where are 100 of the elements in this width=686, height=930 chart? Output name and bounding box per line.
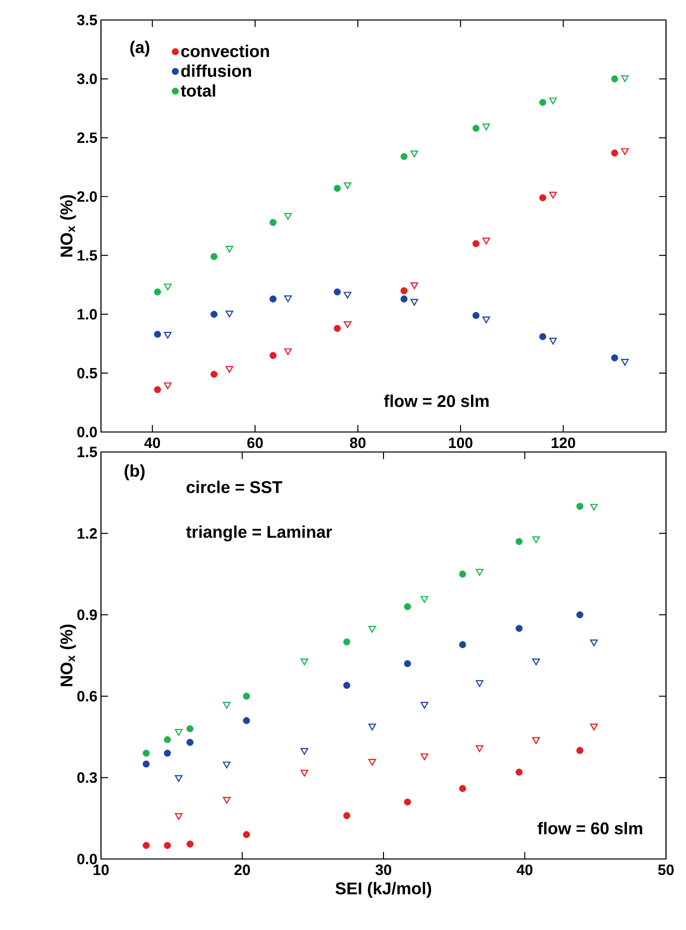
point xyxy=(576,502,584,510)
point xyxy=(300,770,308,777)
point xyxy=(186,738,194,746)
point xyxy=(590,639,598,646)
point xyxy=(516,624,523,632)
y-tick-label: 0.6 xyxy=(77,690,97,702)
point xyxy=(368,758,376,766)
point xyxy=(420,702,428,709)
point xyxy=(284,295,292,302)
point xyxy=(226,366,234,373)
point xyxy=(344,292,352,299)
point xyxy=(226,246,234,253)
point xyxy=(539,194,546,202)
point xyxy=(174,813,183,820)
point xyxy=(154,386,161,394)
point xyxy=(210,253,218,260)
y-tick-label: 0.0 xyxy=(77,854,97,864)
point xyxy=(611,354,618,362)
point xyxy=(420,596,428,603)
point xyxy=(404,660,412,668)
point xyxy=(539,333,546,340)
y-tick-label: 3.0 xyxy=(77,74,97,84)
point xyxy=(210,370,218,378)
x-tick-label: 20 xyxy=(234,864,250,876)
annotation: (a) xyxy=(130,40,150,57)
point xyxy=(174,729,183,736)
point xyxy=(621,75,629,82)
point xyxy=(334,324,341,332)
point xyxy=(549,98,557,104)
legend-label: diffusion xyxy=(181,64,252,77)
x-tick-label: 100 xyxy=(449,438,472,448)
x-tick-label: 50 xyxy=(658,864,674,876)
x-tick-label: 30 xyxy=(376,864,392,876)
point xyxy=(270,295,277,302)
point xyxy=(284,212,292,220)
y-axis-title: NO$_{x}$ (%) xyxy=(60,624,76,686)
point xyxy=(516,538,523,546)
point xyxy=(344,321,352,328)
y-tick-label: 2.5 xyxy=(77,132,98,143)
annotation: flow = 20 slm xyxy=(384,394,489,408)
point xyxy=(284,348,292,356)
y-tick-label: 1.5 xyxy=(78,250,98,261)
point xyxy=(516,768,523,776)
point xyxy=(343,812,350,820)
point xyxy=(222,702,231,709)
y-tick-label: 1.5 xyxy=(78,446,98,458)
y-tick-label: 0.0 xyxy=(77,426,97,438)
point xyxy=(343,682,350,689)
x-axis-title: SEI (kJ/mol) xyxy=(336,882,432,898)
point xyxy=(482,316,490,324)
x-tick-label: 120 xyxy=(552,438,576,448)
y-tick-label: 2.0 xyxy=(77,191,97,202)
point xyxy=(532,737,540,744)
legend-label: convection xyxy=(181,44,269,58)
point xyxy=(590,724,598,730)
point xyxy=(222,762,231,768)
point xyxy=(400,287,408,294)
y-tick-label: 0.3 xyxy=(77,772,97,783)
point xyxy=(611,150,618,157)
point xyxy=(142,750,150,757)
legend-label: total xyxy=(180,84,216,97)
point xyxy=(270,218,277,226)
point xyxy=(242,692,250,700)
point xyxy=(590,504,598,511)
point xyxy=(472,124,480,132)
point xyxy=(576,611,584,618)
annotation: flow = 60 slm xyxy=(538,822,642,834)
point xyxy=(420,753,428,760)
point xyxy=(154,288,161,296)
point xyxy=(210,310,218,318)
point xyxy=(476,745,484,752)
x-tick-label: 60 xyxy=(247,438,263,448)
x-tick-label: 80 xyxy=(350,438,366,448)
point xyxy=(164,750,171,757)
annotation: circle = SST xyxy=(186,480,282,494)
point xyxy=(154,330,161,338)
point xyxy=(186,840,194,848)
point xyxy=(400,295,408,302)
point xyxy=(300,748,308,755)
x-tick-label: 40 xyxy=(144,438,160,448)
point xyxy=(532,658,540,666)
y-tick-label: 1.2 xyxy=(78,528,97,539)
y-tick-label: 1.0 xyxy=(78,308,97,320)
point xyxy=(368,626,376,633)
point xyxy=(459,784,466,792)
y-tick-label: 0.9 xyxy=(77,610,97,620)
point xyxy=(611,75,618,82)
point xyxy=(186,725,194,732)
point xyxy=(410,150,418,158)
point xyxy=(621,358,629,366)
y-axis-title: NO$_{x}$ (%) xyxy=(60,195,76,257)
point xyxy=(368,724,376,730)
point xyxy=(164,842,171,849)
point xyxy=(222,796,231,804)
point xyxy=(226,310,234,318)
point xyxy=(334,184,341,192)
point xyxy=(174,775,183,782)
y-tick-label: 0.5 xyxy=(77,368,98,378)
point xyxy=(142,760,150,768)
point xyxy=(400,153,408,160)
